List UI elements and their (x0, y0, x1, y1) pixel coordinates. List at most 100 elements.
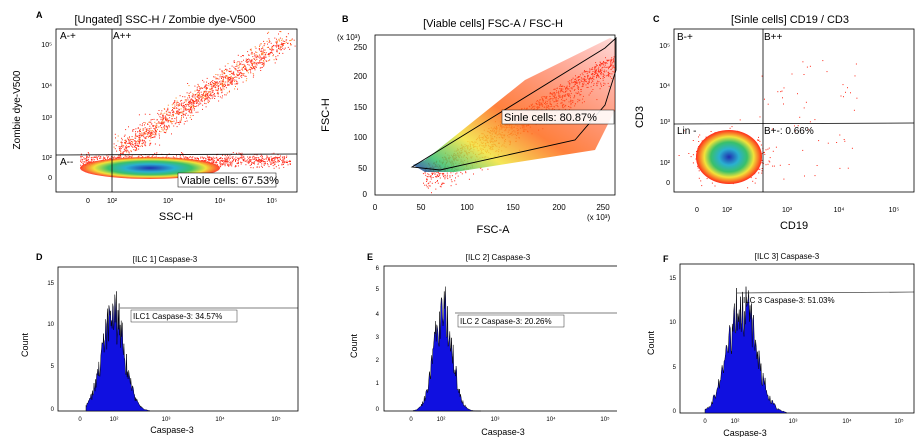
event-dot (285, 41, 287, 43)
event-dot (201, 98, 202, 100)
event-dot (228, 159, 230, 161)
event-dot (155, 127, 157, 129)
event-dot (215, 161, 217, 163)
event-dot (240, 56, 242, 58)
event-dot (761, 153, 763, 155)
event-dot (170, 120, 172, 122)
event-dot (174, 100, 176, 102)
event-dot (243, 67, 244, 68)
event-dot (281, 156, 283, 158)
event-dot (803, 107, 805, 109)
event-dot (212, 162, 214, 164)
event-dot (268, 38, 270, 40)
event-dot (259, 46, 260, 47)
event-dot (699, 134, 701, 136)
event-dot (172, 115, 174, 117)
event-dot (427, 183, 429, 185)
event-dot (255, 159, 257, 161)
event-dot (234, 88, 236, 90)
event-dot (158, 121, 160, 123)
event-dot (282, 157, 284, 159)
event-dot (172, 114, 174, 115)
event-dot (232, 156, 234, 158)
event-dot (130, 143, 132, 145)
event-dot (97, 155, 99, 157)
event-dot (146, 155, 148, 157)
event-dot (189, 101, 191, 103)
event-dot (141, 145, 143, 147)
event-dot (281, 38, 283, 40)
event-dot (176, 110, 178, 112)
event-dot (229, 79, 231, 81)
event-dot (270, 163, 271, 165)
gate-label: A-- (60, 157, 73, 168)
event-dot (698, 136, 699, 138)
event-dot (183, 116, 184, 118)
event-dot (277, 45, 279, 47)
event-dot (431, 192, 432, 194)
event-dot (133, 140, 135, 142)
event-dot (167, 120, 169, 121)
x-tick: 10³ (782, 207, 793, 214)
event-dot (164, 132, 166, 133)
event-dot (843, 139, 845, 140)
event-dot (845, 91, 846, 93)
event-dot (158, 122, 160, 124)
event-dot (207, 99, 209, 101)
event-dot (276, 51, 278, 53)
event-dot (206, 97, 208, 99)
event-dot (268, 159, 270, 161)
event-dot (219, 82, 221, 84)
event-dot (461, 173, 463, 175)
event-dot (697, 167, 699, 169)
event-dot (438, 174, 440, 176)
event-dot (137, 143, 139, 145)
event-dot (277, 158, 278, 160)
event-dot (263, 62, 265, 64)
event-dot (141, 133, 143, 135)
event-dot (281, 160, 283, 162)
event-dot (138, 134, 140, 136)
event-dot (241, 157, 243, 159)
event-dot (160, 125, 162, 126)
event-dot (113, 143, 115, 145)
event-dot (165, 117, 167, 119)
event-dot (260, 59, 262, 61)
event-dot (148, 130, 150, 132)
event-dot (271, 159, 273, 161)
event-dot (188, 85, 190, 87)
event-dot (227, 76, 229, 78)
event-dot (191, 111, 193, 113)
event-dot (283, 157, 285, 159)
event-dot (191, 100, 193, 102)
event-dot (148, 128, 150, 130)
event-dot (180, 103, 182, 105)
event-dot (451, 181, 453, 183)
event-dot (150, 127, 152, 129)
event-dot (241, 73, 243, 74)
plot-area (55, 28, 298, 193)
event-dot (128, 155, 130, 157)
event-dot (277, 159, 279, 161)
event-dot (822, 60, 824, 62)
event-dot (222, 83, 224, 85)
event-dot (152, 137, 153, 138)
event-dot (147, 135, 149, 137)
event-dot (143, 142, 145, 144)
event-dot (256, 66, 257, 68)
event-dot (256, 58, 258, 60)
event-dot (120, 150, 122, 152)
event-dot (118, 157, 120, 159)
event-dot (184, 107, 186, 109)
event-dot (777, 91, 779, 93)
event-dot (794, 130, 796, 132)
event-dot (261, 52, 263, 54)
event-dot (237, 75, 239, 77)
event-dot (121, 137, 123, 139)
y-tick: 10 (47, 322, 54, 328)
event-dot (259, 161, 261, 163)
event-dot (204, 96, 206, 98)
event-dot (284, 41, 286, 42)
event-dot (174, 104, 176, 106)
event-dot (253, 161, 255, 163)
